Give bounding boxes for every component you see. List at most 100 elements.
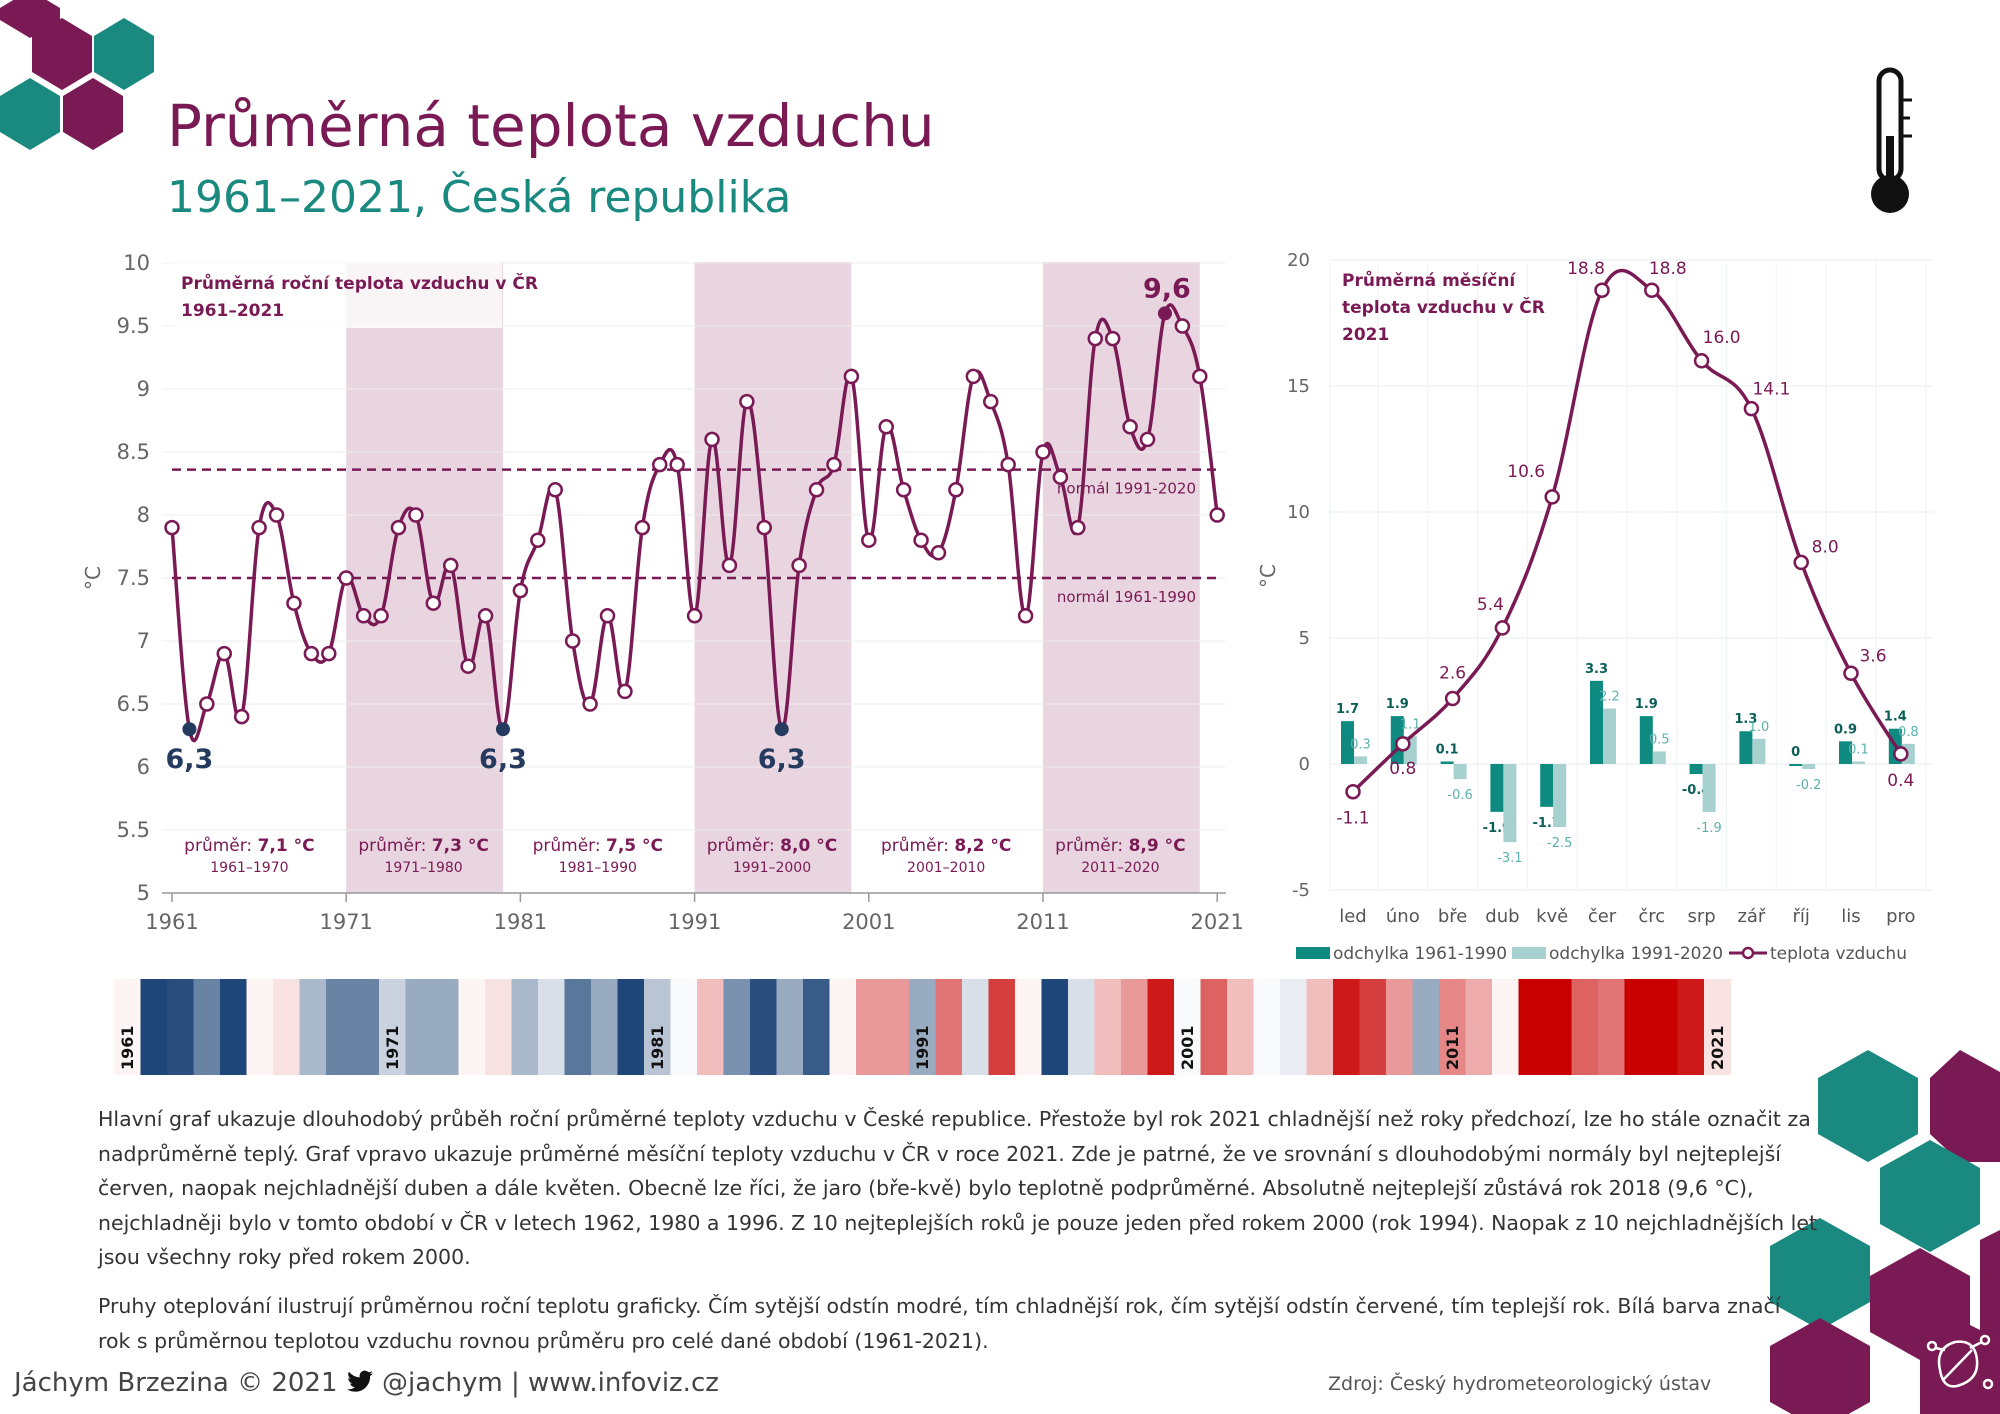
month-label: dub <box>1485 906 1519 927</box>
data-point <box>303 645 320 662</box>
legend-label: teplota vzduchu <box>1770 944 1907 964</box>
warming-stripe <box>326 979 354 1075</box>
x-tick-label: 1991 <box>668 910 721 934</box>
decade-average-label: průměr: 7,3 °C <box>358 836 488 856</box>
legend-swatch <box>1512 947 1546 959</box>
deviation-label: 1.9 <box>1386 697 1409 712</box>
warming-stripe <box>670 979 698 1075</box>
deviation-1961-1990-bar <box>1739 731 1753 764</box>
data-point <box>1139 431 1156 448</box>
legend-label: odchylka 1961-1990 <box>1333 944 1507 964</box>
deviation-1961-1990-bar <box>1639 716 1653 764</box>
data-point <box>652 456 668 473</box>
data-point <box>1743 400 1760 417</box>
decade-range-label: 2001–2010 <box>907 860 985 876</box>
warming-stripe <box>829 979 857 1075</box>
warming-stripe <box>1465 979 1493 1075</box>
decade-range-label: 1971–1980 <box>384 860 462 876</box>
monthly-chart-title-line: Průměrná měsíční <box>1342 269 1516 291</box>
stripe-year-label: 2011 <box>1443 1025 1462 1070</box>
max-value-label: 9,6 <box>1143 273 1191 304</box>
brain-circuit-icon <box>1926 1334 1994 1390</box>
warming-stripe <box>935 979 963 1075</box>
warming-stripe <box>458 979 486 1075</box>
min-point <box>495 722 510 737</box>
data-point <box>965 368 982 385</box>
x-tick-label: 2001 <box>842 910 895 934</box>
data-point <box>704 431 720 448</box>
deviation-label: 1.4 <box>1884 710 1907 725</box>
temperature-label: 0.8 <box>1389 759 1416 779</box>
data-point <box>1192 368 1208 385</box>
twitter-handle[interactable]: @jachym <box>382 1368 503 1398</box>
deviation-label: 0.1 <box>1436 742 1459 757</box>
y-tick-label: 6 <box>137 755 150 779</box>
deviation-label: 0.1 <box>1848 742 1869 757</box>
min-value-label: 6,3 <box>479 744 527 775</box>
data-point <box>686 608 703 624</box>
hexagon-logo <box>0 0 154 150</box>
website-link[interactable]: | www.infoviz.cz <box>510 1368 719 1398</box>
data-point <box>582 696 598 712</box>
data-point <box>1209 507 1225 523</box>
legend-marker <box>1741 946 1755 960</box>
warming-stripe <box>1121 979 1149 1075</box>
data-point <box>1893 746 1909 762</box>
warming-stripe <box>750 979 778 1075</box>
twitter-icon <box>346 1370 373 1392</box>
footer-credit: Jáchym Brzezina © 2021 @jachym | www.inf… <box>14 1368 719 1398</box>
decade-average-label: průměr: 8,9 °C <box>1055 836 1185 856</box>
warming-stripe <box>1306 979 1334 1075</box>
warming-stripe <box>1200 979 1228 1075</box>
data-point <box>1087 330 1104 347</box>
warming-stripe <box>803 979 831 1075</box>
hexagon-logo-bottom <box>1770 1050 2000 1414</box>
deviation-label: -1.9 <box>1696 821 1721 836</box>
data-point <box>1052 469 1069 485</box>
deviation-label: 3.3 <box>1585 662 1608 677</box>
data-point <box>390 519 407 536</box>
page-subtitle: 1961–2021, Česká republika <box>167 172 792 223</box>
warming-stripe <box>1439 979 1467 1075</box>
deviation-label: 2.2 <box>1599 690 1620 705</box>
warming-stripe <box>1545 979 1573 1075</box>
month-label: úno <box>1386 906 1420 927</box>
warming-stripe <box>1147 979 1175 1075</box>
min-value-label: 6,3 <box>165 744 213 775</box>
warming-stripe <box>167 979 195 1075</box>
warming-stripe <box>1492 979 1520 1075</box>
warming-stripe <box>1651 979 1679 1075</box>
warming-stripe <box>1174 979 1202 1075</box>
y-tick-label: 7 <box>137 629 150 653</box>
deviation-label: 1.9 <box>1635 697 1658 712</box>
data-source: Zdroj: Český hydrometeorologický ústav <box>1328 1373 1712 1395</box>
temperature-label: 14.1 <box>1752 380 1790 400</box>
data-point <box>1017 608 1034 624</box>
data-point <box>756 519 773 536</box>
deviation-1991-2020-bar <box>1652 751 1666 764</box>
data-point <box>338 570 354 586</box>
data-point <box>1104 330 1121 347</box>
month-label: bře <box>1438 906 1468 927</box>
warming-stripe <box>114 979 142 1075</box>
y-tick-label: 10 <box>1287 502 1310 523</box>
data-point <box>599 608 616 624</box>
stripe-year-label: 1981 <box>648 1025 667 1070</box>
data-point <box>373 608 389 624</box>
temperature-label: 18.8 <box>1567 259 1605 279</box>
warming-stripe <box>1704 979 1732 1075</box>
x-tick-label: 2021 <box>1190 910 1243 934</box>
deviation-label: -0.6 <box>1447 788 1472 803</box>
warming-stripe <box>1333 979 1361 1075</box>
max-point <box>1157 306 1172 321</box>
deviation-1961-1990-bar <box>1540 764 1554 807</box>
data-point <box>1122 419 1138 435</box>
warming-stripe <box>856 979 884 1075</box>
warming-stripe <box>511 979 539 1075</box>
deviation-1991-2020-bar <box>1553 764 1567 827</box>
data-point <box>1035 444 1051 460</box>
data-point <box>442 557 459 574</box>
decade-average-label: průměr: 7,5 °C <box>533 836 663 856</box>
